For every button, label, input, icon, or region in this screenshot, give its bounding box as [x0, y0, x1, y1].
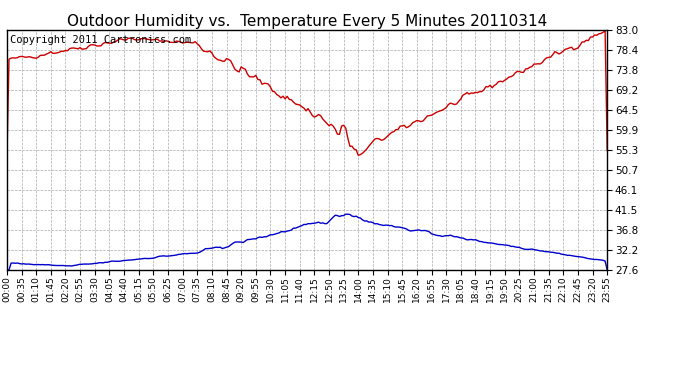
Title: Outdoor Humidity vs.  Temperature Every 5 Minutes 20110314: Outdoor Humidity vs. Temperature Every 5… [67, 14, 547, 29]
Text: Copyright 2011 Cartronics.com: Copyright 2011 Cartronics.com [10, 35, 191, 45]
